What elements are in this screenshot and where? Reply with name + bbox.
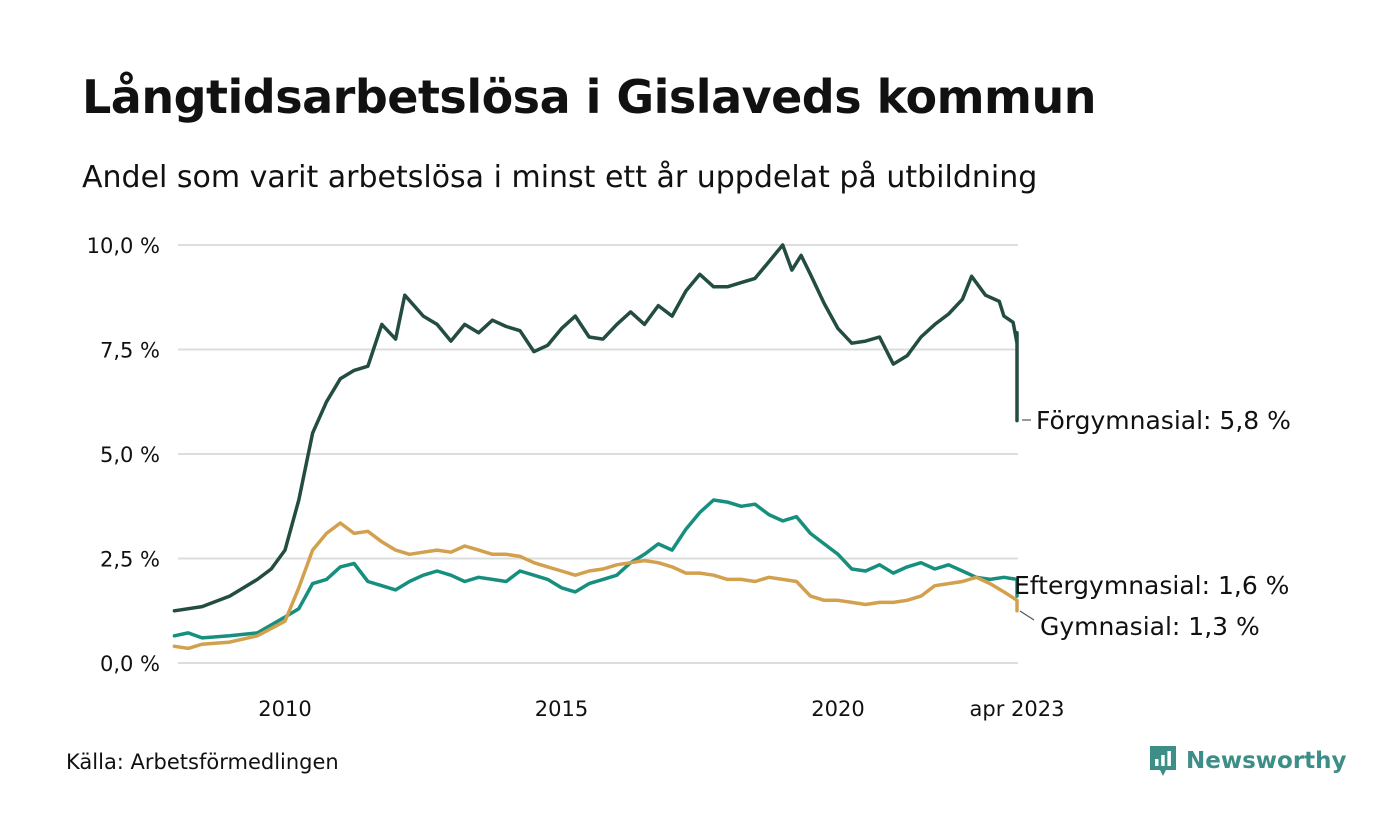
end-label-eftergymnasial: Eftergymnasial: 1,6 % <box>1014 571 1289 600</box>
newsworthy-logo: Newsworthy <box>1148 744 1347 778</box>
x-tick-label: apr 2023 <box>970 697 1065 721</box>
y-tick-label: 10,0 % <box>87 234 160 258</box>
newsworthy-logo-text: Newsworthy <box>1186 748 1347 774</box>
y-tick-label: 2,5 % <box>100 548 160 572</box>
chart-subtitle: Andel som varit arbetslösa i minst ett å… <box>82 160 1038 195</box>
series-line-gymnasial <box>172 521 1019 651</box>
line-chart: 0,0 % 2,5 % 5,0 % 7,5 % 10,0 % 2010 2015 2020 ap… <box>87 234 1291 721</box>
x-tick-label: 2015 <box>535 697 588 721</box>
y-tick-label: 0,0 % <box>100 652 160 676</box>
x-tick-label: 2010 <box>258 697 311 721</box>
series-line-eftergymnasial <box>172 498 1019 640</box>
end-label-connector <box>1019 610 1035 621</box>
series-line-förgymnasial <box>172 243 1019 613</box>
x-tick-label: 2020 <box>811 697 864 721</box>
source-note: Källa: Arbetsförmedlingen <box>66 750 339 774</box>
end-label-förgymnasial: Förgymnasial: 5,8 % <box>1036 406 1291 435</box>
y-tick-label: 5,0 % <box>100 443 160 467</box>
chart-title: Långtidsarbetslösa i Gislaveds kommun <box>82 70 1096 124</box>
y-tick-label: 7,5 % <box>100 339 160 363</box>
newsworthy-logo-icon <box>1150 746 1176 776</box>
end-label-gymnasial: Gymnasial: 1,3 % <box>1040 612 1260 641</box>
